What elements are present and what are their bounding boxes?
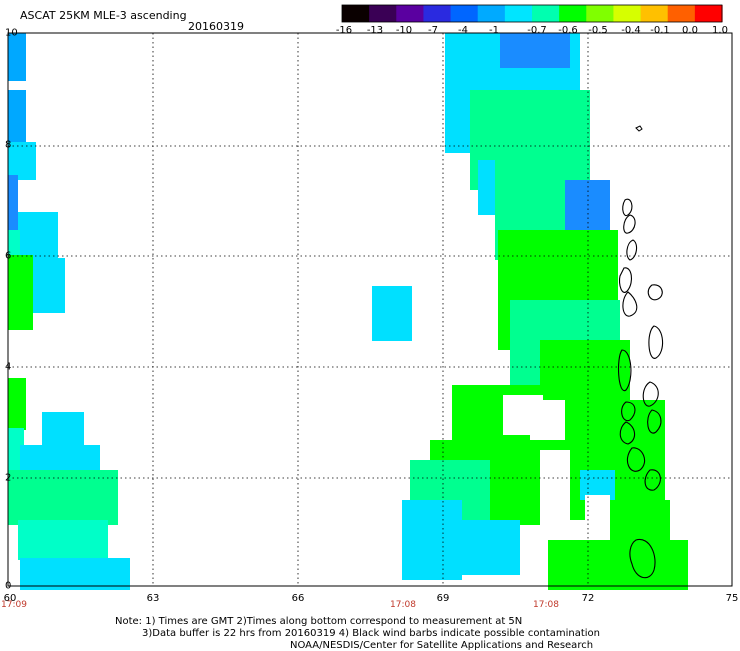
time-label: 17:08 bbox=[390, 600, 416, 610]
colorbar-segment bbox=[694, 5, 723, 22]
swath-cell bbox=[460, 520, 520, 575]
grid-lines bbox=[8, 33, 732, 586]
note-line-3: NOAA/NESDIS/Center for Satellite Applica… bbox=[290, 640, 594, 651]
time-label: 17:08 bbox=[533, 600, 559, 610]
plot-frame bbox=[7, 32, 733, 587]
swath-cell bbox=[30, 258, 65, 313]
x-tick-label: 66 bbox=[291, 593, 305, 604]
colorbar-segment bbox=[532, 5, 560, 22]
coastline-island bbox=[647, 284, 663, 301]
colorbar-tick-label: -0.6 bbox=[558, 25, 578, 36]
colorbar-tick-label: -4 bbox=[458, 25, 468, 36]
coastline-island bbox=[622, 291, 638, 317]
colorbar-segment bbox=[396, 5, 425, 22]
colorbar-tick-label: 0.0 bbox=[682, 25, 698, 36]
coastline-island bbox=[629, 539, 656, 579]
map-date: 20160319 bbox=[188, 20, 244, 33]
coastline-island bbox=[618, 267, 633, 293]
swath-cell bbox=[565, 180, 610, 230]
y-tick-label: 0 bbox=[5, 580, 12, 592]
colorbar-segment bbox=[586, 5, 615, 22]
colorbar-tick-label: -10 bbox=[395, 25, 413, 36]
y-tick-label: 6 bbox=[5, 250, 12, 262]
x-tick-label: 63 bbox=[146, 593, 160, 604]
x-tick-label: 72 bbox=[581, 593, 595, 604]
colorbar-segment bbox=[613, 5, 642, 22]
swath-cell bbox=[18, 212, 58, 260]
y-tick-label: 2 bbox=[5, 472, 12, 484]
colorbar-tick-label: -16 bbox=[335, 25, 353, 36]
colorbar-segment bbox=[423, 5, 452, 22]
swath-cell bbox=[372, 286, 412, 341]
coastline-island bbox=[648, 325, 664, 359]
data-swath bbox=[8, 33, 688, 590]
coastline-island bbox=[642, 381, 659, 407]
colorbar-tick-label: -13 bbox=[366, 25, 384, 36]
x-tick-label: 75 bbox=[725, 593, 739, 604]
coastline-island bbox=[617, 349, 632, 391]
swath-cell bbox=[20, 558, 130, 590]
coastline-maldives bbox=[617, 125, 664, 579]
colorbar-segment bbox=[477, 5, 506, 22]
swath-cell bbox=[8, 470, 118, 525]
time-label: 17:09 bbox=[1, 600, 27, 610]
colorbar-tick-label: -1 bbox=[489, 25, 499, 36]
colorbar bbox=[341, 4, 723, 23]
coastline-island bbox=[626, 239, 638, 261]
coastline-island bbox=[626, 447, 646, 472]
x-tick-label: 69 bbox=[436, 593, 450, 604]
swath-cell bbox=[8, 255, 33, 330]
swath-cell bbox=[8, 230, 20, 255]
swath-gap bbox=[530, 400, 565, 440]
colorbar-tick-label: -7 bbox=[428, 25, 438, 36]
colorbar-tick-label: -0.1 bbox=[650, 25, 670, 36]
colorbar-border bbox=[341, 4, 723, 23]
colorbar-tick-label: -0.5 bbox=[588, 25, 608, 36]
swath-cell bbox=[610, 500, 670, 560]
y-tick-label: 10 bbox=[5, 27, 18, 39]
swath-cell bbox=[18, 520, 108, 560]
y-tick-label: 8 bbox=[5, 139, 12, 151]
swath-cell bbox=[8, 33, 26, 81]
coastline-island bbox=[647, 409, 662, 434]
colorbar-tick-label: 1.0 bbox=[712, 25, 728, 36]
y-tick-label: 4 bbox=[5, 361, 12, 373]
colorbar-tick-label: -0.4 bbox=[621, 25, 641, 36]
coastline-island bbox=[644, 469, 661, 491]
colorbar-segment bbox=[342, 5, 370, 22]
swath-gap bbox=[585, 495, 610, 540]
swath-cell bbox=[8, 175, 18, 230]
map-title: ASCAT 25KM MLE-3 ascending bbox=[20, 9, 187, 22]
colorbar-segment bbox=[450, 5, 479, 22]
coastline-island bbox=[622, 198, 633, 217]
coastline-island bbox=[623, 214, 636, 234]
x-tick-label: 60 bbox=[3, 593, 17, 604]
coastline-island bbox=[619, 421, 636, 445]
swath-cell bbox=[500, 33, 570, 68]
swath-cell bbox=[42, 412, 84, 447]
note-line-2: 3)Data buffer is 22 hrs from 20160319 4)… bbox=[142, 628, 600, 639]
swath-cell bbox=[8, 142, 36, 180]
coastline-island bbox=[621, 401, 636, 422]
colorbar-segment bbox=[640, 5, 669, 22]
colorbar-segment bbox=[559, 5, 587, 22]
coastline-islet bbox=[635, 125, 643, 132]
swath-cell bbox=[402, 500, 462, 580]
colorbar-segment bbox=[369, 5, 397, 22]
colorbar-tick-label: -0.7 bbox=[527, 25, 547, 36]
swath-cell bbox=[8, 378, 26, 430]
colorbar-segment bbox=[504, 5, 533, 22]
swath-cell bbox=[8, 90, 26, 142]
note-line-1: Note: 1) Times are GMT 2)Times along bot… bbox=[115, 616, 523, 627]
colorbar-segment bbox=[667, 5, 696, 22]
